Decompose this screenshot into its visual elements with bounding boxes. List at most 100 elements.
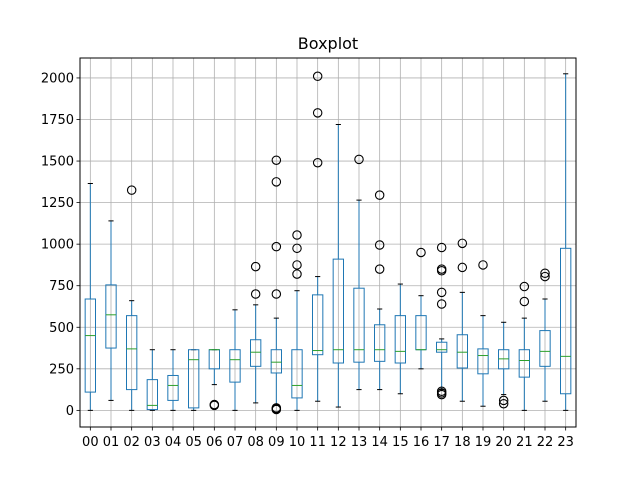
box-06 <box>208 349 221 411</box>
x-tick-label: 03 <box>144 435 161 450</box>
iqr-box <box>126 315 138 391</box>
outlier-point <box>292 260 302 270</box>
outlier-point <box>292 230 302 240</box>
box-07 <box>229 309 241 411</box>
box-series <box>84 71 572 415</box>
outlier-point <box>271 177 282 187</box>
x-tick-label: 04 <box>165 435 182 450</box>
outlier-point <box>540 268 550 278</box>
x-tick-label: 01 <box>103 435 120 450</box>
outlier-point <box>312 108 323 118</box>
x-tick-label: 11 <box>309 435 326 450</box>
x-tick-label: 22 <box>537 435 554 450</box>
x-tick-label: 17 <box>433 435 450 450</box>
iqr-box <box>188 349 200 409</box>
box-18 <box>456 238 468 402</box>
outlier-point <box>271 241 282 252</box>
x-tick-label: 08 <box>247 435 264 450</box>
box-09 <box>270 155 282 415</box>
iqr-box <box>270 349 282 374</box>
iqr-box <box>353 287 365 363</box>
outlier-point <box>271 155 282 165</box>
y-tick-label: 1500 <box>41 155 74 170</box>
outlier-point <box>312 71 323 82</box>
iqr-box <box>518 349 531 378</box>
box-01 <box>105 220 117 401</box>
y-tick-label: 250 <box>49 362 74 377</box>
outlier-point <box>292 243 302 254</box>
box-19 <box>477 260 489 407</box>
box-16 <box>415 247 427 370</box>
x-tick-label: 16 <box>413 435 430 450</box>
x-tick-label: 21 <box>516 435 533 450</box>
box-22 <box>539 268 551 402</box>
box-10 <box>291 230 303 411</box>
y-tick-label: 2000 <box>41 71 74 86</box>
x-tick-label: 12 <box>330 435 347 450</box>
box-13 <box>353 154 365 391</box>
outlier-point <box>250 261 261 272</box>
box-11 <box>312 71 324 402</box>
iqr-box <box>146 379 159 411</box>
y-tick-label: 500 <box>49 321 74 336</box>
x-tick-label: 14 <box>371 435 388 450</box>
box-02 <box>126 185 138 411</box>
iqr-box <box>167 374 179 401</box>
iqr-box <box>394 315 406 364</box>
y-tick-label: 1250 <box>41 196 74 211</box>
x-tick-label: 09 <box>268 435 285 450</box>
outlier-point <box>374 240 385 250</box>
outlier-point <box>374 264 385 274</box>
outlier-point <box>271 403 282 413</box>
x-tick-label: 15 <box>392 435 409 450</box>
x-tick-label: 07 <box>227 435 244 450</box>
outlier-point <box>436 299 447 309</box>
outlier-point <box>436 287 447 298</box>
x-tick-label: 23 <box>557 435 574 450</box>
outlier-point <box>478 260 488 270</box>
x-tick-label: 13 <box>351 435 368 450</box>
outlier-point <box>436 386 447 397</box>
x-tick-label: 06 <box>206 435 223 450</box>
x-tick-label: 05 <box>185 435 202 450</box>
box-14 <box>374 190 386 391</box>
outlier-point <box>250 289 261 299</box>
iqr-box <box>436 341 448 353</box>
box-03 <box>146 349 159 411</box>
iqr-box <box>229 349 241 383</box>
iqr-box <box>539 330 551 367</box>
iqr-box <box>560 247 572 395</box>
x-tick-label: 10 <box>289 435 306 450</box>
iqr-box <box>105 284 117 349</box>
outlier-point <box>519 281 530 292</box>
x-tick-label: 20 <box>495 435 512 450</box>
box-20 <box>498 321 510 409</box>
outlier-point <box>436 242 447 253</box>
box-21 <box>518 281 531 411</box>
x-tick-label: 02 <box>123 435 140 450</box>
iqr-box <box>250 339 262 367</box>
x-tick-label: 18 <box>454 435 471 450</box>
box-17 <box>436 242 448 400</box>
box-23 <box>560 73 572 411</box>
outlier-point <box>436 264 447 274</box>
box-04 <box>167 349 179 411</box>
iqr-box <box>332 258 344 364</box>
iqr-box <box>312 294 324 356</box>
outlier-point <box>498 395 509 406</box>
box-00 <box>84 182 96 411</box>
iqr-box <box>477 348 489 375</box>
outlier-point <box>126 185 137 195</box>
outlier-point <box>292 269 302 279</box>
iqr-box <box>84 298 96 393</box>
box-08 <box>250 261 262 404</box>
y-tick-label: 750 <box>49 279 74 294</box>
outlier-point <box>457 238 468 249</box>
outlier-point <box>209 399 220 410</box>
chart-title: Boxplot <box>298 34 358 53</box>
x-tick-label: 19 <box>475 435 492 450</box>
y-tick-label: 1000 <box>41 238 74 253</box>
outlier-point <box>271 289 282 299</box>
iqr-box <box>456 334 468 369</box>
